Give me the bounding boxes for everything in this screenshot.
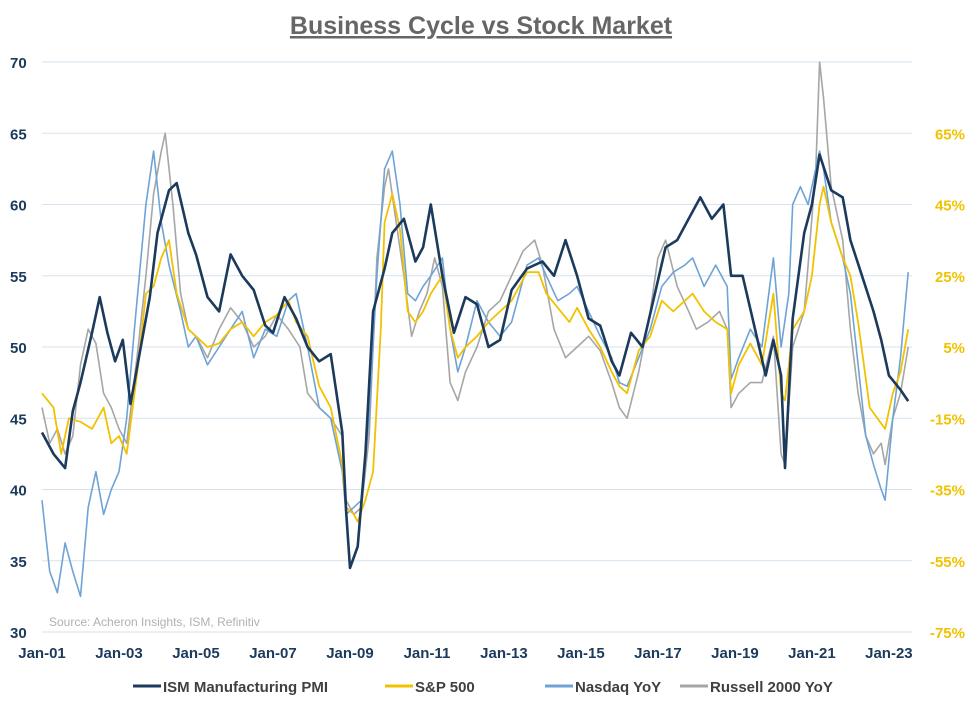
x-tick-label: Jan-09 [326, 645, 374, 662]
y-right-tick-label: -15% [930, 411, 965, 428]
x-tick-label: Jan-17 [634, 645, 682, 662]
x-tick-label: Jan-19 [711, 645, 759, 662]
y-right-tick-label: 25% [935, 269, 965, 286]
legend-label: Russell 2000 YoY [710, 679, 833, 696]
y-right-tick-label: -35% [930, 483, 965, 500]
legend: ISM Manufacturing PMI S&P 500 Nasdaq YoY Ru… [133, 679, 833, 696]
legend-label: Nasdaq YoY [575, 679, 661, 696]
gridlines [42, 61, 912, 633]
ism-pmi-line [40, 153, 910, 570]
x-tick-label: Jan-15 [557, 645, 605, 662]
sp500-line [41, 185, 910, 523]
y-left-tick-label: 55 [10, 269, 27, 286]
x-tick-label: Jan-11 [404, 645, 451, 662]
x-tick-label: Jan-05 [172, 645, 220, 662]
series-lines [40, 61, 910, 598]
x-tick-label: Jan-07 [249, 645, 297, 662]
y-left-tick-label: 70 [10, 55, 27, 72]
y-right-tick-label: 5% [943, 340, 965, 357]
x-tick-label: Jan-13 [480, 645, 528, 662]
y-right-tick-label: -55% [930, 554, 965, 571]
legend-label: S&P 500 [415, 679, 475, 696]
y-right-tick-label: 65% [935, 126, 965, 143]
legend-russell: Russell 2000 YoY [680, 679, 833, 696]
y-right-tick-label: 45% [935, 198, 965, 215]
legend-nasdaq: Nasdaq YoY [545, 679, 661, 696]
y-left-tick-label: 40 [10, 483, 27, 500]
left-axis: 30 35 40 45 50 55 60 65 70 [10, 55, 27, 642]
x-tick-label: Jan-01 [18, 645, 66, 662]
x-axis: Jan-01 Jan-03 Jan-05 Jan-07 Jan-09 Jan-11 Jan-… [18, 645, 912, 662]
y-left-tick-label: 30 [10, 625, 27, 642]
legend-sp500: S&P 500 [385, 679, 475, 696]
y-left-tick-label: 35 [10, 554, 27, 571]
source-note: Source: Acheron Insights, ISM, Refinitiv [49, 615, 260, 629]
legend-ism-pmi: ISM Manufacturing PMI [133, 679, 328, 696]
x-tick-label: Jan-03 [95, 645, 143, 662]
x-tick-label: Jan-21 [788, 645, 836, 662]
russell-line [41, 61, 909, 516]
y-right-tick-label: -75% [930, 625, 965, 642]
right-axis: -75% -55% -35% -15% 5% 25% 45% 65% [930, 126, 965, 642]
x-tick-label: Jan-23 [865, 645, 913, 662]
chart-title: Business Cycle vs Stock Market [290, 12, 673, 40]
y-left-tick-label: 45 [10, 411, 27, 428]
nasdaq-line [41, 150, 909, 598]
y-left-tick-label: 60 [10, 198, 27, 215]
y-left-tick-label: 50 [10, 340, 27, 357]
y-left-tick-label: 65 [10, 126, 27, 143]
legend-label: ISM Manufacturing PMI [163, 679, 328, 696]
